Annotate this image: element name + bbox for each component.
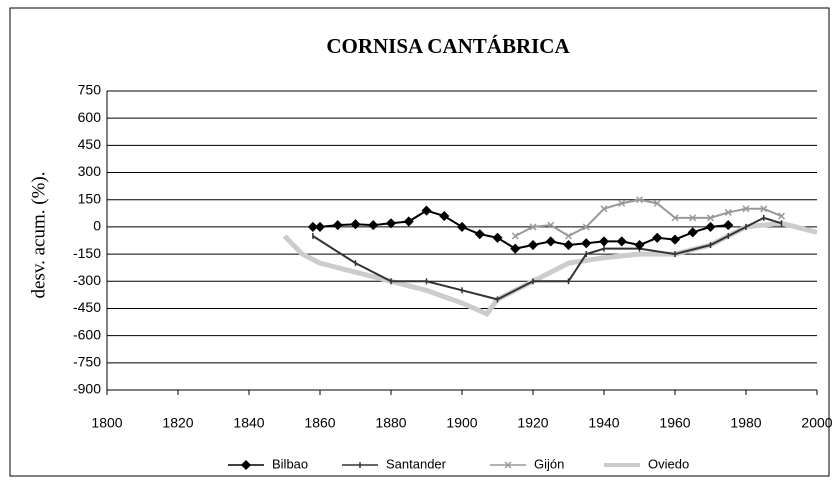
marker [653,199,661,207]
marker [314,221,326,232]
marker [529,223,537,231]
marker [582,223,590,231]
y-tick-label: 450 [78,136,102,152]
x-tick-label: 1820 [162,415,193,431]
marker [456,221,468,232]
marker [616,236,627,247]
marker [600,205,608,213]
x-tick-label: 1900 [446,415,477,431]
marker [760,205,768,213]
marker [307,221,318,232]
marker [687,227,698,238]
marker [511,232,519,240]
marker [581,238,592,249]
marker [563,239,574,251]
marker [368,220,379,231]
y-tick-label: 0 [93,218,101,234]
legend-label: Gijón [534,456,564,471]
x-tick-label: 2000 [801,415,832,431]
marker [598,236,610,247]
x-tick-label: 1860 [304,415,335,431]
marker [504,461,512,469]
marker [742,205,750,213]
series-line [514,198,782,238]
y-axis-label: desv. acum. (%). [28,172,49,299]
y-tick-label: -600 [73,326,101,342]
marker [332,220,343,231]
y-tick-label: 750 [78,82,102,98]
marker [724,208,732,216]
y-tick-label: -750 [73,354,101,370]
marker [474,229,485,240]
marker [545,236,556,247]
legend-label: Oviedo [648,456,689,471]
y-tick-label: -900 [73,381,101,397]
marker [547,221,555,229]
marker [689,214,697,222]
marker [385,218,397,229]
x-tick-label: 1960 [659,415,690,431]
marker [635,196,644,204]
chart-title: CORNISA CANTÁBRICA [326,34,570,58]
x-tick-label: 1800 [91,415,122,431]
marker [240,459,252,471]
marker [492,232,503,243]
marker [706,214,715,222]
marker [439,210,450,222]
marker [527,239,539,251]
marker [618,199,626,207]
x-tick-label: 1840 [233,415,264,431]
y-tick-label: 150 [78,190,102,206]
y-tick-label: 300 [78,163,102,179]
marker [421,205,432,216]
marker [350,219,361,230]
marker [705,221,716,232]
x-tick-label: 1880 [375,415,406,431]
legend-label: Santander [386,456,447,471]
y-tick-label: -300 [73,272,101,288]
marker [669,234,681,245]
marker [510,243,521,254]
marker [564,232,573,240]
marker [652,232,663,243]
marker [777,212,786,220]
chart-frame [9,7,830,477]
marker [403,216,414,227]
y-tick-label: -150 [73,245,101,261]
x-tick-label: 1980 [730,415,761,431]
x-tick-label: 1920 [517,415,548,431]
marker [723,220,734,231]
y-tick-label: -450 [73,299,101,315]
legend-label: Bilbao [272,456,308,471]
y-tick-label: 600 [78,109,102,125]
marker [634,239,645,251]
marker [671,214,679,222]
x-tick-label: 1940 [588,415,619,431]
